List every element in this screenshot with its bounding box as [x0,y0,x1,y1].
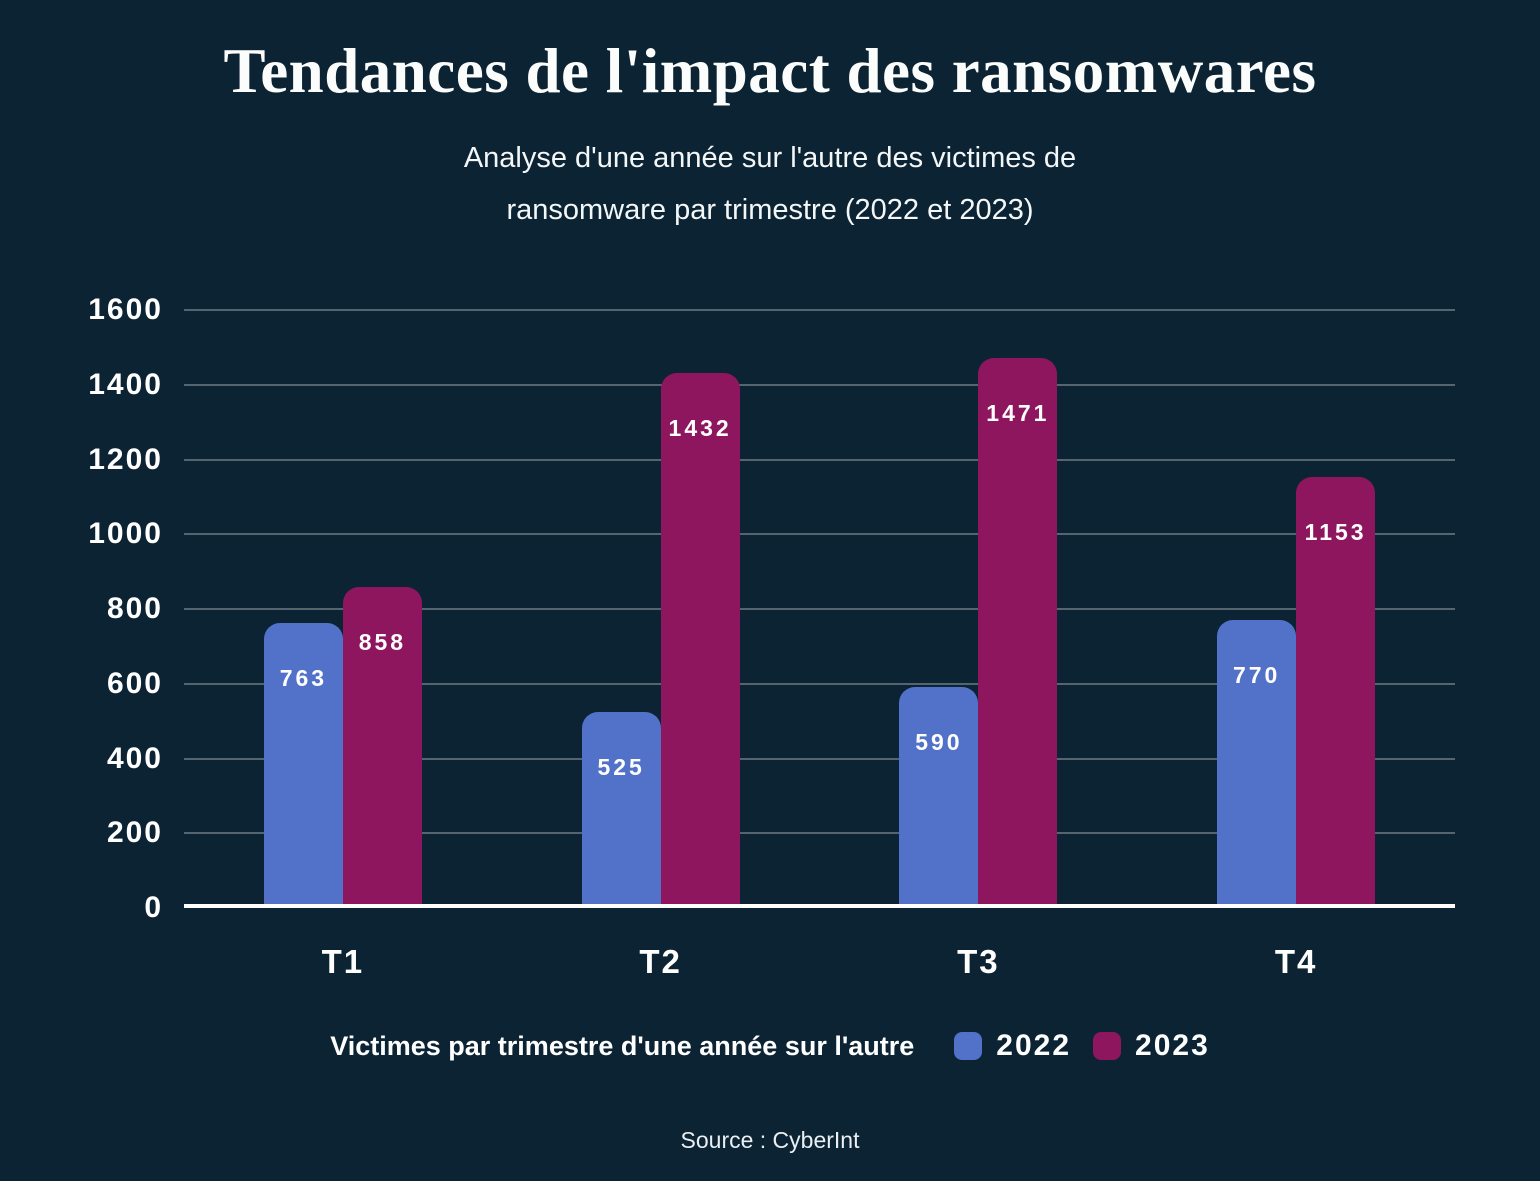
legend-items: 2022 2023 [954,1029,1210,1063]
y-tick-label-1000: 1000 [88,517,163,551]
bar-2022-T3: 590 [899,687,979,908]
bar-2023-T3: 1471 [978,358,1058,908]
x-tick-label-T1: T1 [321,943,365,980]
legend-swatch-2022 [954,1032,983,1060]
bar-value-2023-T3: 1471 [986,400,1050,427]
bar-2022-T1: 763 [263,622,343,908]
y-tick-label-0: 0 [144,891,163,924]
bar-value-2023-T4: 1153 [1304,519,1367,546]
y-tick-label-600: 600 [106,666,163,700]
bar-value-2022-T4: 770 [1232,662,1281,689]
gridline-1200 [184,458,1455,461]
x-axis-line [184,904,1455,908]
bar-value-2022-T2: 525 [597,753,645,780]
bar-value-2023-T2: 1432 [668,414,732,441]
y-tick-label-200: 200 [106,816,163,850]
bar-2022-T2: 525 [581,711,661,908]
legend-title: Victimes par trimestre d'une année sur l… [330,1030,915,1061]
y-tick-label-800: 800 [106,592,163,625]
y-tick-label-1600: 1600 [88,293,163,326]
y-tick-label-1400: 1400 [88,367,163,401]
gridline-400 [184,757,1455,760]
bar-2023-T4: 1153 [1296,477,1376,908]
bar-value-2023-T1: 858 [358,629,407,656]
chart-subtitle: Analyse d'une année sur l'autre des vict… [0,132,1540,236]
legend: Victimes par trimestre d'une année sur l… [0,1024,1540,1068]
y-tick-label-1200: 1200 [88,442,163,476]
gridline-1400 [184,383,1455,386]
gridline-800 [184,608,1455,610]
x-axis-labels: T1 T2 T3 T4 [184,942,1455,982]
bar-2022-T4: 770 [1217,620,1297,908]
chart-subtitle-line2: ransomware par trimestre (2022 et 2023) [506,194,1034,226]
bar-2023-T2: 1432 [660,372,740,908]
legend-item-2022: 2022 [954,1029,1071,1063]
legend-year-2022: 2022 [996,1029,1072,1062]
legend-swatch-2023 [1093,1032,1122,1060]
x-tick-label-T4: T4 [1274,943,1318,980]
gridline-1600 [184,309,1455,311]
y-tick-label-400: 400 [106,741,163,775]
x-tick-label-T2: T2 [639,943,682,980]
bar-value-2022-T3: 590 [915,729,963,756]
source-caption: Source : CyberInt [680,1127,860,1153]
gridline-600 [184,682,1455,685]
bar-value-2022-T1: 763 [279,664,328,691]
chart-subtitle-line1: Analyse d'une année sur l'autre des vict… [463,142,1077,174]
bar-2023-T1: 858 [342,587,422,908]
legend-item-2023: 2023 [1093,1029,1210,1063]
plot-area: 0 200 400 600 800 1000 1200 1400 1600 763 858 525 14… [88,293,1455,924]
legend-year-2023: 2023 [1135,1029,1210,1062]
gridline-200 [184,832,1455,835]
chart-title: Tendances de l'impact des ransomwares [223,36,1317,106]
x-tick-label-T3: T3 [957,943,1000,980]
gridline-1000 [184,533,1455,536]
